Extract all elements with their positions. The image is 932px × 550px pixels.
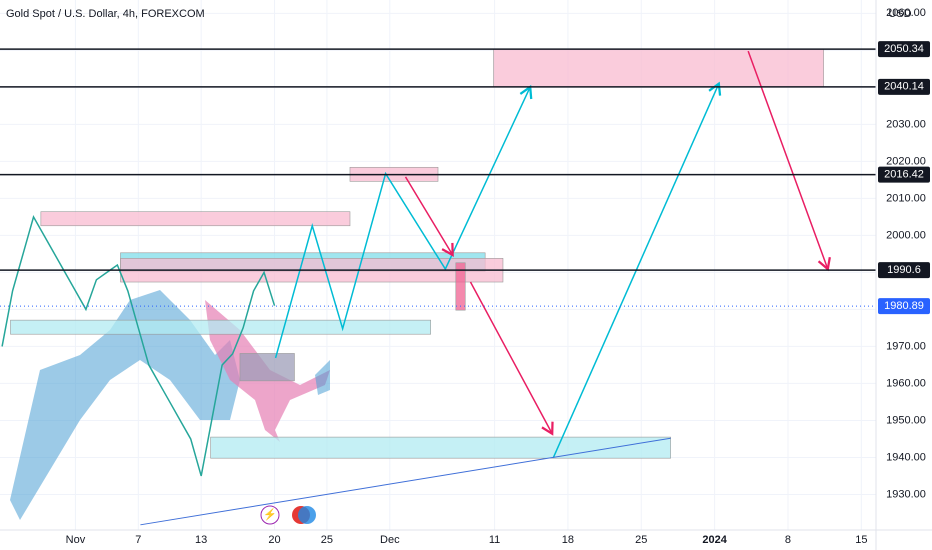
cloud bbox=[315, 360, 330, 395]
drawing bbox=[404, 176, 454, 257]
price-label: 1990.6 bbox=[887, 264, 921, 276]
zone bbox=[40, 211, 351, 227]
y-tick-label: 2030.00 bbox=[886, 118, 926, 130]
price-label-box bbox=[878, 262, 930, 279]
event-icon[interactable] bbox=[260, 505, 280, 525]
x-tick-label: 13 bbox=[195, 534, 207, 546]
price-label-box bbox=[878, 166, 930, 183]
event-icon[interactable] bbox=[298, 506, 316, 524]
drawing bbox=[469, 281, 554, 436]
y-tick-label: 2020.00 bbox=[886, 155, 926, 167]
chart-title: Gold Spot / U.S. Dollar, 4h, FOREXCOM bbox=[6, 8, 205, 20]
price-line bbox=[1, 214, 276, 477]
y-tick-label: 1930.00 bbox=[886, 488, 926, 500]
y-tick-label: 1970.00 bbox=[886, 340, 926, 352]
x-tick-label: 25 bbox=[321, 534, 333, 546]
x-tick-label: 8 bbox=[785, 534, 791, 546]
price-label: 2050.34 bbox=[884, 43, 924, 55]
cloud bbox=[10, 290, 240, 520]
zone bbox=[10, 319, 431, 335]
x-tick-label: Nov bbox=[66, 534, 86, 546]
price-label-box bbox=[878, 298, 930, 315]
price-label-box bbox=[878, 41, 930, 58]
y-tick-label: 2060.00 bbox=[886, 7, 926, 19]
drawing bbox=[140, 437, 671, 526]
x-tick-label: 15 bbox=[855, 534, 867, 546]
zone bbox=[493, 48, 824, 88]
zone bbox=[239, 353, 295, 382]
x-tick-label: 20 bbox=[268, 534, 280, 546]
x-tick-label: Dec bbox=[380, 534, 400, 546]
y-tick-label: 1940.00 bbox=[886, 451, 926, 463]
price-label-box bbox=[878, 78, 930, 95]
y-tick-label: 1950.00 bbox=[886, 414, 926, 426]
price-label: 2016.42 bbox=[884, 169, 924, 181]
y-tick-label: 2010.00 bbox=[886, 192, 926, 204]
x-tick-label: 11 bbox=[489, 534, 500, 546]
zone bbox=[210, 436, 671, 459]
price-label: 1980.89 bbox=[884, 300, 924, 312]
x-tick-label: 18 bbox=[562, 534, 574, 546]
x-tick-label: 2024 bbox=[702, 534, 727, 546]
y-tick-label: 2000.00 bbox=[886, 229, 926, 241]
y-tick-label: 1960.00 bbox=[886, 377, 926, 389]
drawing bbox=[274, 84, 533, 359]
price-label: 2040.14 bbox=[884, 81, 924, 93]
event-icon-glyph: ⚡ bbox=[263, 508, 277, 521]
currency: USD bbox=[888, 8, 911, 20]
zone bbox=[455, 262, 466, 311]
x-tick-label: 7 bbox=[135, 534, 141, 546]
x-tick-label: 25 bbox=[635, 534, 647, 546]
